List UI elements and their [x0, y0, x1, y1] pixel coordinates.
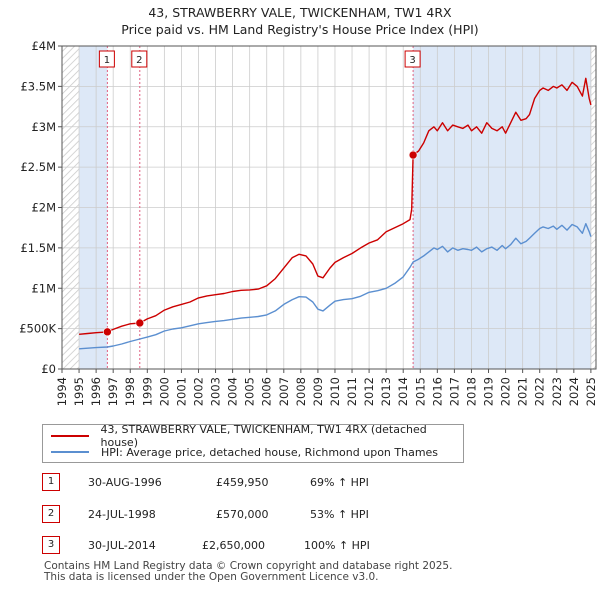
chart-title-line2: Price paid vs. HM Land Registry's House …	[121, 22, 479, 37]
legend-swatch-property	[51, 435, 89, 437]
x-tick-label: 2001	[174, 377, 188, 406]
transaction-price: £2,650,000	[202, 539, 265, 552]
x-tick-label: 1996	[89, 377, 103, 406]
legend-label-hpi: HPI: Average price, detached house, Rich…	[101, 445, 439, 459]
x-tick-label: 2009	[311, 377, 325, 406]
x-tick-label: 2010	[328, 377, 342, 406]
x-tick-label: 1999	[140, 377, 154, 406]
legend-swatch-hpi	[51, 451, 89, 453]
x-tick-label: 2003	[209, 377, 223, 406]
x-tick-label: 2002	[191, 377, 205, 406]
property-price-line	[79, 77, 592, 335]
x-tick-label: 1995	[72, 377, 86, 406]
sale-badge-label-1: 1	[104, 55, 110, 66]
x-tick-label: 2008	[294, 377, 308, 406]
x-tick-label: 2011	[345, 377, 359, 406]
x-tick-label: 2000	[157, 377, 171, 406]
x-tick-label: 1997	[106, 377, 120, 406]
footer-licence: This data is licensed under the Open Gov…	[44, 571, 379, 583]
legend-item-property: 43, STRAWBERRY VALE, TWICKENHAM, TW1 4RX…	[51, 423, 463, 449]
sale-badge-label-2: 2	[136, 55, 142, 66]
legend-label-property: 43, STRAWBERRY VALE, TWICKENHAM, TW1 4RX…	[100, 423, 427, 449]
x-tick-label: 1994	[55, 377, 69, 406]
y-tick-label: £2.5M	[20, 160, 56, 174]
plot-frame	[61, 45, 597, 370]
legend-item-hpi: HPI: Average price, detached house, Rich…	[51, 444, 438, 460]
x-tick-label: 2014	[396, 377, 410, 406]
sale-badge-box-3	[404, 50, 421, 68]
y-tick-label: £500K	[19, 322, 56, 336]
x-tick-label: 2018	[464, 377, 478, 406]
x-tick-label: 2021	[516, 377, 530, 406]
x-tick-label: 2015	[413, 377, 427, 406]
transaction-hpi: 69% ↑ HPI	[310, 476, 369, 489]
x-tick-label: 2012	[362, 377, 376, 406]
y-tick-label: £3.5M	[20, 79, 56, 93]
transaction-badge: 1	[42, 473, 60, 491]
y-tick-label: £0	[41, 362, 56, 376]
x-tick-label: 2023	[550, 377, 564, 406]
x-tick-label: 2017	[447, 377, 461, 406]
sale-marker-3	[408, 150, 418, 160]
footer: Contains HM Land Registry data © Crown c…	[44, 561, 452, 583]
x-tick-label: 2019	[482, 377, 496, 406]
hpi-line	[79, 222, 592, 350]
transaction-badge: 3	[42, 536, 60, 554]
transaction-date: 24-JUL-1998	[88, 508, 156, 521]
x-tick-label: 2005	[243, 377, 257, 406]
sale-badge-box-1	[98, 50, 115, 68]
transaction-price: £459,950	[216, 476, 269, 489]
x-tick-label: 2020	[499, 377, 513, 406]
transaction-hpi: 100% ↑ HPI	[304, 539, 370, 552]
price-chart: 1 2 3 £0 £500K £1M £1.5M £2M £2.5M £3M £3.5M £4M 19…	[19, 39, 598, 406]
transaction-date: 30-JUL-2014	[88, 539, 156, 552]
x-tick-label: 2024	[567, 377, 581, 406]
chart-title-line1: 43, STRAWBERRY VALE, TWICKENHAM, TW1 4RX	[148, 5, 452, 20]
x-tick-label: 2007	[277, 377, 291, 406]
y-tick-label: £4M	[31, 39, 56, 53]
y-tick-label: £1M	[31, 281, 56, 295]
y-tick-label: £2M	[31, 201, 56, 215]
transaction-price: £570,000	[216, 508, 269, 521]
x-tick-label: 2016	[430, 377, 444, 406]
sale-marker-1	[103, 327, 112, 337]
x-tick-label: 1998	[123, 377, 137, 406]
footer-copyright: Contains HM Land Registry data © Crown c…	[44, 560, 453, 572]
sale-badge-label-3: 3	[409, 55, 415, 66]
sale-badge-box-2	[131, 50, 148, 68]
x-tick-label: 2004	[226, 377, 240, 406]
x-tick-label: 2022	[533, 377, 547, 406]
transaction-date: 30-AUG-1996	[88, 476, 162, 489]
transaction-hpi: 53% ↑ HPI	[310, 508, 369, 521]
transaction-badge: 2	[42, 505, 60, 523]
sale-marker-2	[135, 318, 145, 328]
x-tick-label: 2013	[379, 377, 393, 406]
y-tick-label: £3M	[31, 120, 56, 134]
x-tick-label: 2025	[584, 377, 598, 406]
y-tick-label: £1.5M	[20, 241, 56, 255]
legend: 43, STRAWBERRY VALE, TWICKENHAM, TW1 4RX…	[42, 423, 464, 463]
x-tick-label: 2006	[260, 377, 274, 406]
